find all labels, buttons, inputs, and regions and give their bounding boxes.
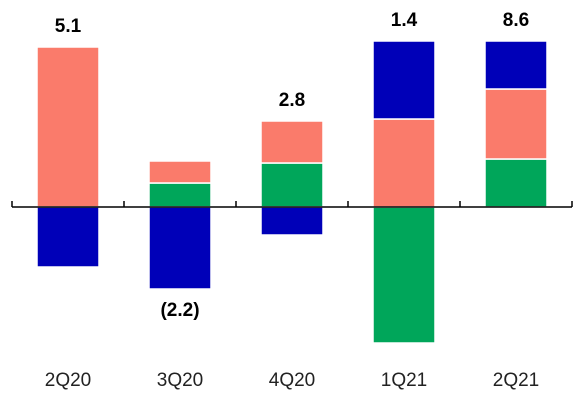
x-tick-label: 1Q21 bbox=[381, 370, 427, 391]
total-label: 2.8 bbox=[279, 90, 305, 111]
bar-segment bbox=[260, 206, 324, 236]
total-label: (2.2) bbox=[160, 300, 199, 321]
bar-segment bbox=[484, 158, 548, 208]
bar-segment bbox=[36, 206, 100, 268]
x-tick-label: 3Q20 bbox=[157, 370, 203, 391]
x-tick-label: 2Q20 bbox=[45, 370, 91, 391]
bar-segment bbox=[260, 162, 324, 208]
bar-segment bbox=[484, 40, 548, 90]
bar-segment bbox=[36, 46, 100, 208]
total-label: 8.6 bbox=[503, 10, 529, 31]
x-tick-label: 4Q20 bbox=[269, 370, 315, 391]
bar-segment bbox=[372, 40, 436, 120]
x-tick-label: 2Q21 bbox=[493, 370, 539, 391]
bar-segment bbox=[484, 88, 548, 160]
total-label: 1.4 bbox=[391, 10, 418, 31]
total-label: 5.1 bbox=[55, 16, 82, 37]
bar-segment bbox=[148, 182, 212, 208]
bar-segment bbox=[148, 206, 212, 290]
bar-segment bbox=[148, 160, 212, 184]
bar-segment bbox=[372, 206, 436, 344]
bar-segment bbox=[260, 120, 324, 164]
bar-segment bbox=[372, 118, 436, 208]
